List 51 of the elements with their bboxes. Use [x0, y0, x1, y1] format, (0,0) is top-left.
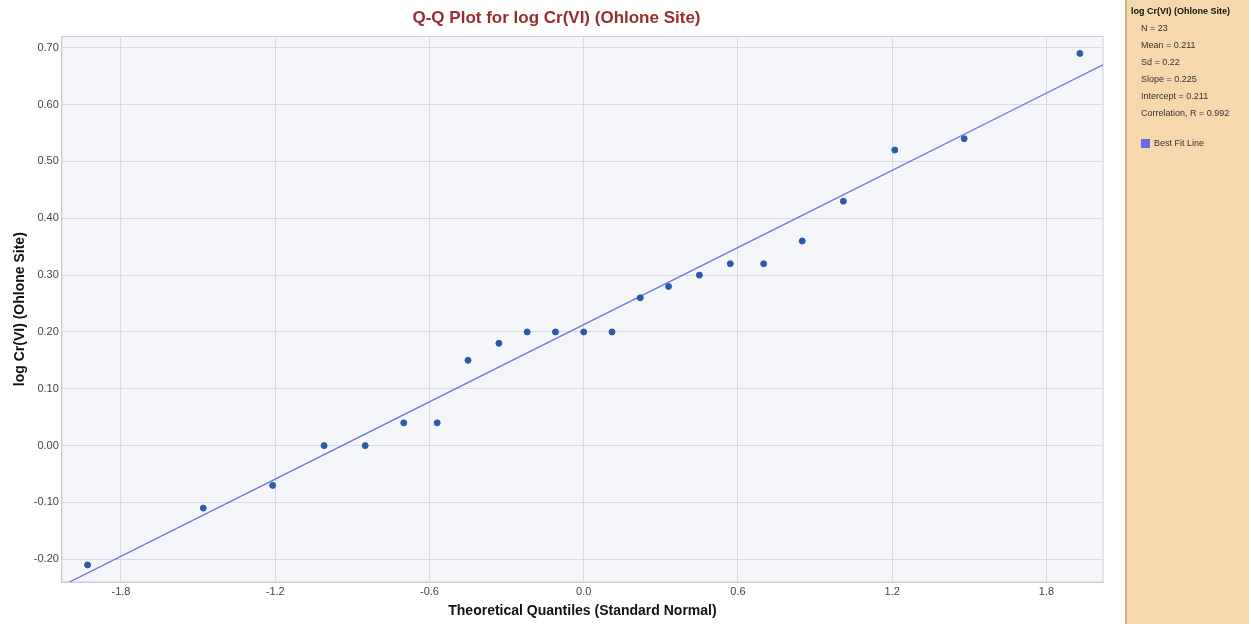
point	[320, 442, 328, 450]
chart-title: Q-Q Plot for log Cr(VI) (Ohlone Site)	[412, 7, 701, 27]
point	[665, 282, 673, 290]
point	[798, 237, 806, 245]
point	[199, 504, 207, 512]
y-tick-label: 0.40	[37, 211, 59, 224]
legend-label: Best Fit Line	[1154, 138, 1205, 148]
x-tick-label: 0.0	[576, 584, 592, 597]
point	[1076, 49, 1084, 57]
text: Intercept = 0.211	[1140, 90, 1210, 103]
x-tick-label: -0.6	[420, 584, 439, 597]
y-tick-label: 0.10	[37, 381, 59, 394]
point	[400, 419, 408, 427]
y-tick-label: 0.20	[37, 324, 59, 337]
point	[551, 328, 559, 336]
point	[760, 260, 768, 268]
y-tick-label: -0.20	[33, 552, 59, 565]
x-tick-label: 1.8	[1038, 584, 1055, 597]
point	[464, 356, 472, 364]
point	[695, 271, 703, 279]
point	[636, 294, 644, 302]
x-tick-label: -1.8	[111, 584, 131, 597]
y-axis-title: log Cr(VI) (Ohlone Site)	[11, 232, 28, 387]
point	[269, 481, 277, 489]
point	[960, 135, 968, 143]
x-tick-label: 0.6	[730, 584, 746, 597]
y-tick-label: 0.70	[37, 40, 59, 53]
point	[726, 260, 734, 268]
x-tick-label: -1.2	[265, 584, 285, 597]
y-tick-label: -0.10	[33, 495, 59, 508]
text: Slope = 0.225	[1140, 73, 1198, 86]
y-tick-label: 0.00	[37, 438, 59, 451]
point	[433, 419, 441, 427]
legend-title: log Cr(VI) (Ohlone Site)	[1131, 6, 1231, 16]
point	[891, 146, 899, 154]
x-axis-title: Theoretical Quantiles (Standard Normal)	[448, 602, 717, 619]
point	[495, 339, 503, 347]
y-tick-label: 0.30	[37, 268, 59, 281]
y-tick-label: 0.50	[37, 154, 59, 167]
point	[608, 328, 616, 336]
text: N = 23	[1140, 22, 1169, 35]
point	[361, 442, 369, 450]
text: Correlation, R = 0.992	[1140, 107, 1231, 120]
point	[839, 197, 847, 205]
point	[523, 328, 531, 336]
text: Mean = 0.211	[1140, 39, 1197, 52]
x-tick-label: 1.2	[884, 584, 900, 597]
text: Sd = 0.22	[1140, 56, 1181, 69]
point	[580, 328, 588, 336]
y-tick-label: 0.60	[37, 97, 59, 110]
point	[84, 561, 92, 569]
